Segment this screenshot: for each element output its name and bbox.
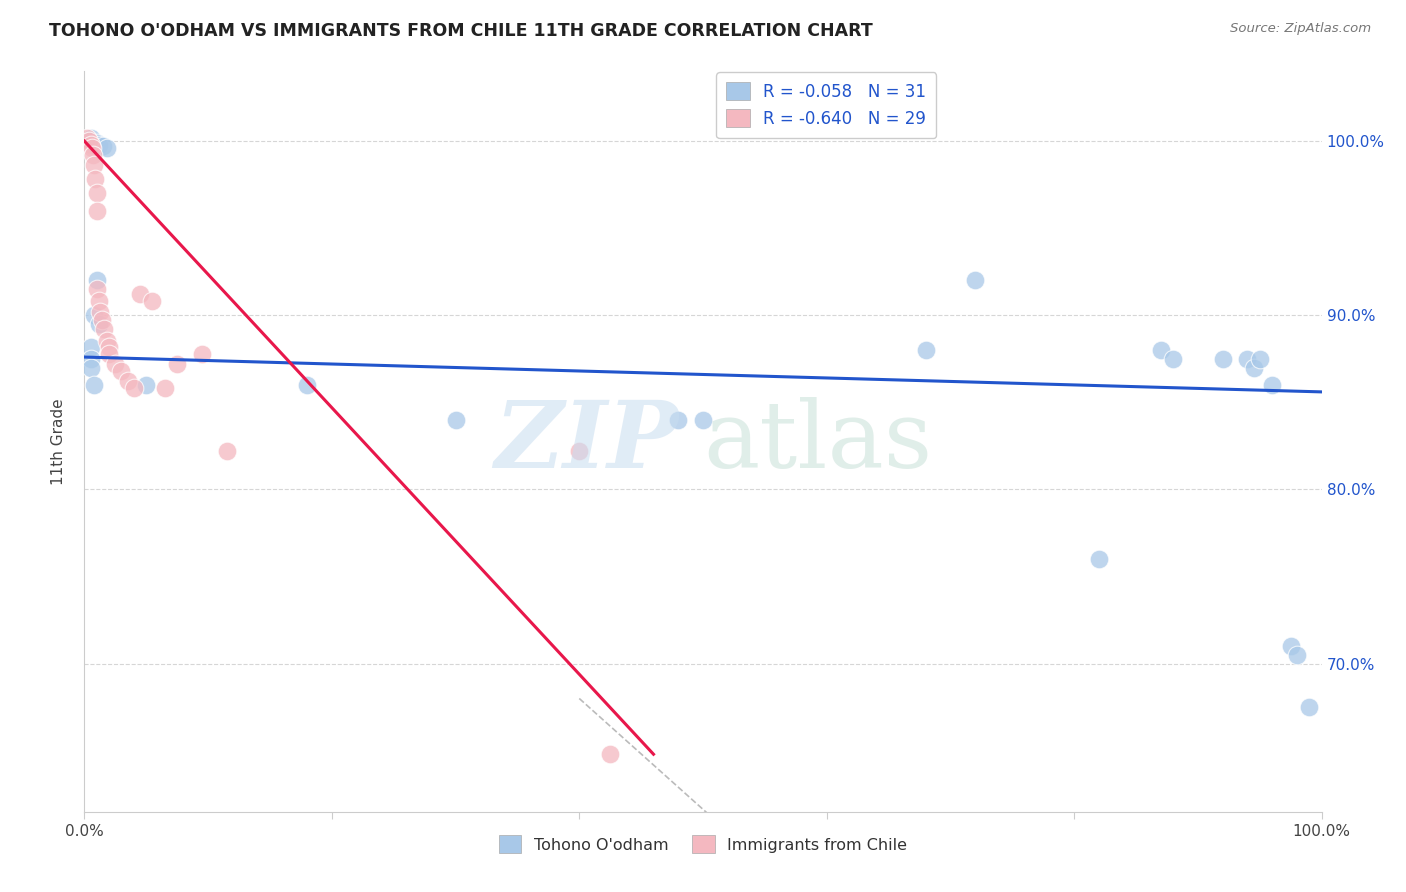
Point [135, 378, 157, 392]
Point [79, 360, 101, 375]
Point [1298, 700, 1320, 714]
Point [86, 203, 108, 218]
Point [1285, 648, 1308, 662]
Point [89, 317, 111, 331]
Point [1236, 351, 1258, 366]
Point [84, 172, 107, 186]
Point [965, 273, 987, 287]
Legend: Tohono O'odham, Immigrants from Chile: Tohono O'odham, Immigrants from Chile [492, 829, 914, 859]
Point [122, 381, 145, 395]
Point [86, 136, 108, 150]
Point [568, 444, 591, 458]
Point [83, 137, 105, 152]
Point [666, 413, 689, 427]
Text: ZIP: ZIP [494, 397, 678, 486]
Point [89, 294, 111, 309]
Point [444, 413, 467, 427]
Point [599, 747, 621, 762]
Point [914, 343, 936, 357]
Point [166, 357, 188, 371]
Point [89, 137, 111, 152]
Y-axis label: 11th Grade: 11th Grade [51, 398, 66, 485]
Point [79, 134, 101, 148]
Point [83, 158, 105, 172]
Point [79, 340, 101, 354]
Text: Source: ZipAtlas.com: Source: ZipAtlas.com [1230, 22, 1371, 36]
Text: TOHONO O'ODHAM VS IMMIGRANTS FROM CHILE 11TH GRADE CORRELATION CHART: TOHONO O'ODHAM VS IMMIGRANTS FROM CHILE … [49, 22, 873, 40]
Text: atlas: atlas [703, 397, 932, 486]
Point [79, 351, 101, 366]
Point [110, 364, 132, 378]
Point [79, 137, 101, 152]
Point [117, 375, 139, 389]
Point [82, 148, 104, 162]
Point [1150, 343, 1173, 357]
Point [98, 340, 121, 354]
Point [98, 346, 121, 360]
Point [86, 273, 108, 287]
Point [1249, 351, 1271, 366]
Point [96, 334, 118, 349]
Point [89, 305, 111, 319]
Point [1261, 378, 1284, 392]
Point [76, 130, 98, 145]
Point [90, 313, 112, 327]
Point [129, 287, 152, 301]
Point [83, 378, 105, 392]
Point [1088, 552, 1111, 566]
Point [295, 378, 318, 392]
Point [104, 357, 127, 371]
Point [93, 322, 115, 336]
Point [86, 282, 108, 296]
Point [1161, 351, 1184, 366]
Point [1243, 360, 1265, 375]
Point [1279, 639, 1302, 653]
Point [86, 186, 108, 201]
Point [141, 294, 163, 309]
Point [80, 141, 103, 155]
Point [79, 130, 101, 145]
Point [96, 141, 118, 155]
Point [91, 139, 114, 153]
Point [215, 444, 238, 458]
Point [191, 346, 214, 360]
Point [692, 413, 714, 427]
Point [1212, 351, 1234, 366]
Point [153, 381, 176, 395]
Point [83, 308, 105, 322]
